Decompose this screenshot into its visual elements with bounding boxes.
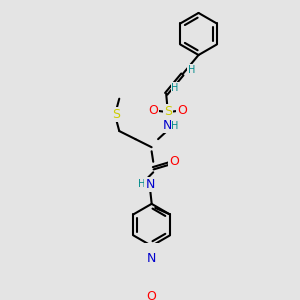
Text: O: O [148,104,158,117]
Text: H: H [171,121,179,131]
Text: N: N [147,252,156,266]
Text: N: N [162,119,172,132]
Text: H: H [171,83,179,93]
Text: S: S [112,108,120,122]
Text: O: O [147,290,157,300]
Text: O: O [177,104,187,117]
Text: S: S [164,105,172,118]
Text: H: H [138,179,146,189]
Text: O: O [169,155,179,168]
Text: H: H [188,64,195,75]
Text: N: N [145,178,155,191]
